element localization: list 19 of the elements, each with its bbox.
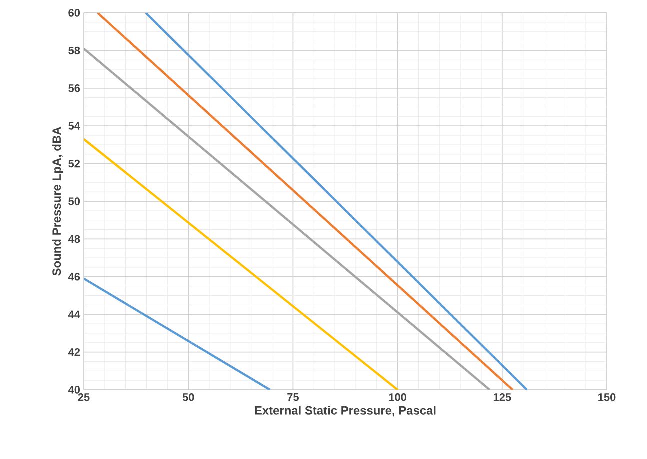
x-tick-label: 25 bbox=[78, 394, 90, 402]
x-axis-title: External Static Pressure, Pascal bbox=[255, 406, 436, 417]
y-tick-label: 46 bbox=[68, 273, 80, 281]
y-tick-label: 48 bbox=[68, 235, 80, 244]
x-tick-label: 150 bbox=[598, 394, 616, 402]
x-tick-label: 100 bbox=[389, 394, 406, 402]
y-tick-label: 56 bbox=[68, 84, 80, 92]
y-tick-label: 54 bbox=[68, 122, 80, 130]
y-tick-label: 40 bbox=[68, 386, 80, 394]
y-tick-label: 58 bbox=[68, 46, 80, 55]
y-tick-label: 44 bbox=[68, 310, 80, 318]
y-tick-label: 50 bbox=[68, 198, 80, 206]
y-axis-title: Sound Pressure LpA, dBA bbox=[52, 127, 64, 276]
x-tick-label: 125 bbox=[494, 394, 512, 402]
x-tick-label: 75 bbox=[288, 394, 299, 402]
y-tick-label: 60 bbox=[68, 9, 80, 17]
y-tick-label: 52 bbox=[68, 160, 80, 168]
x-tick-label: 50 bbox=[182, 394, 194, 402]
y-tick-label: 42 bbox=[68, 348, 80, 356]
